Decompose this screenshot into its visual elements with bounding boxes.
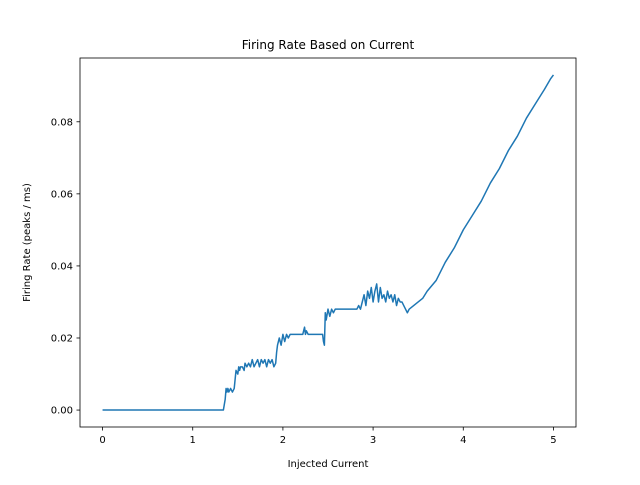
x-tick-label: 4 [460, 435, 466, 446]
y-tick-label: 0.04 [51, 261, 73, 272]
series-line-0 [102, 74, 555, 411]
y-axis-ticks: 0.00 0.02 0.04 0.06 0.08 [51, 117, 80, 417]
y-tick-label: 0.00 [51, 406, 73, 417]
x-tick-label: 2 [280, 435, 286, 446]
y-tick-label: 0.08 [51, 117, 73, 128]
plot-area [80, 58, 576, 427]
chart-title: Firing Rate Based on Current [242, 38, 415, 52]
axes-frame [79, 57, 577, 428]
data-layer [102, 74, 555, 411]
x-tick-label: 3 [370, 435, 376, 446]
x-tick-label: 0 [99, 435, 105, 446]
x-tick-label: 1 [190, 435, 196, 446]
x-tick-label: 5 [550, 435, 556, 446]
y-tick-label: 0.06 [51, 189, 73, 200]
x-axis-ticks: 0 1 2 3 4 5 [99, 427, 557, 446]
y-tick-label: 0.02 [51, 333, 73, 344]
x-axis-label: Injected Current [288, 459, 369, 470]
y-axis-label: Firing Rate (peaks / ms) [22, 183, 33, 302]
